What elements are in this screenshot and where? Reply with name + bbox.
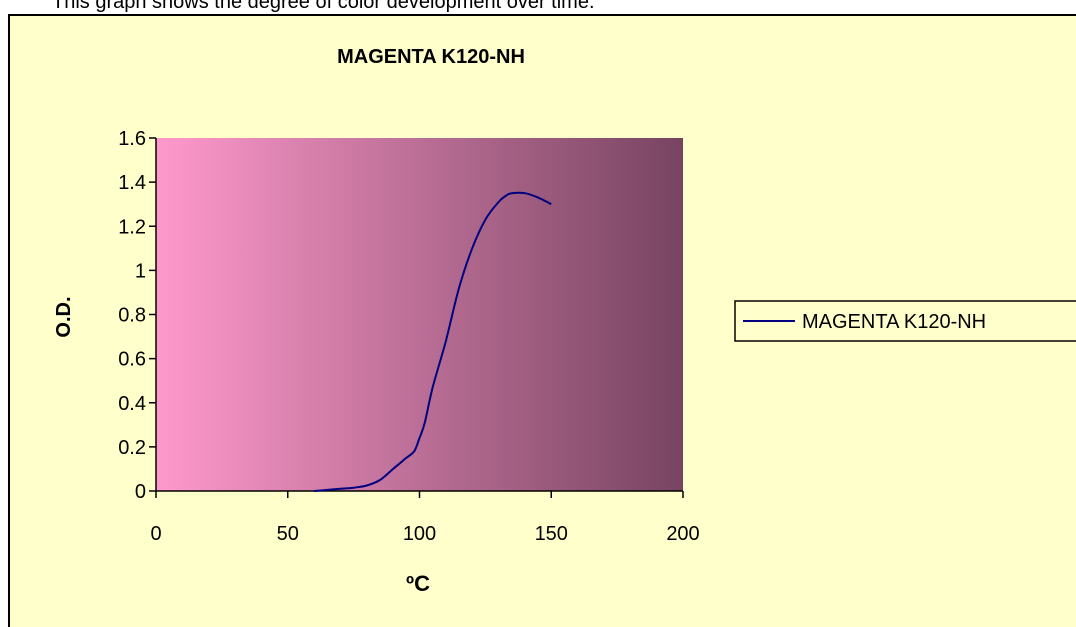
plot-area <box>156 138 683 491</box>
legend: MAGENTA K120-NH <box>734 300 1076 342</box>
y-axis-label: O.D. <box>53 296 75 337</box>
x-tick-label: 150 <box>535 523 568 545</box>
y-tick-label: 0.6 <box>118 349 146 371</box>
caption-text: This graph shows the degree of color dev… <box>52 0 595 13</box>
x-tick-label: 0 <box>150 523 161 545</box>
axes <box>149 137 684 498</box>
y-tick-label: 1.6 <box>118 128 146 150</box>
legend-label: MAGENTA K120-NH <box>802 311 986 333</box>
y-tick-label: 0 <box>135 481 146 503</box>
x-tick-label: 200 <box>666 523 699 545</box>
y-tick-label: 0.2 <box>118 437 146 459</box>
chart-area: MAGENTA K120-NH 0 0.2 0.4 0.6 0.8 1 1.2 1.4 1.6 0… <box>8 14 1076 627</box>
tick-labels: 0 0.2 0.4 0.6 0.8 1 1.2 1.4 1.6 0 50 100 150 200 <box>118 128 700 545</box>
chart-svg: MAGENTA K120-NH 00.20.40.60.811.21.41.60… <box>53 46 1076 596</box>
y-tick-label: 1.2 <box>118 216 146 238</box>
y-tick-label: 0.4 <box>118 393 146 415</box>
chart-title: MAGENTA K120-NH <box>337 46 525 68</box>
y-tick-label: 1.4 <box>118 172 146 194</box>
x-tick-label: 100 <box>403 523 436 545</box>
x-axis-label: ºC <box>406 571 430 596</box>
y-tick-label: 0.8 <box>118 305 146 327</box>
y-tick-label: 1 <box>135 260 146 282</box>
series-line-magenta-k120-nh <box>314 191 552 492</box>
x-tick-label: 50 <box>277 523 299 545</box>
caption-fragment: This graph shows the degree of color dev… <box>0 0 1076 14</box>
